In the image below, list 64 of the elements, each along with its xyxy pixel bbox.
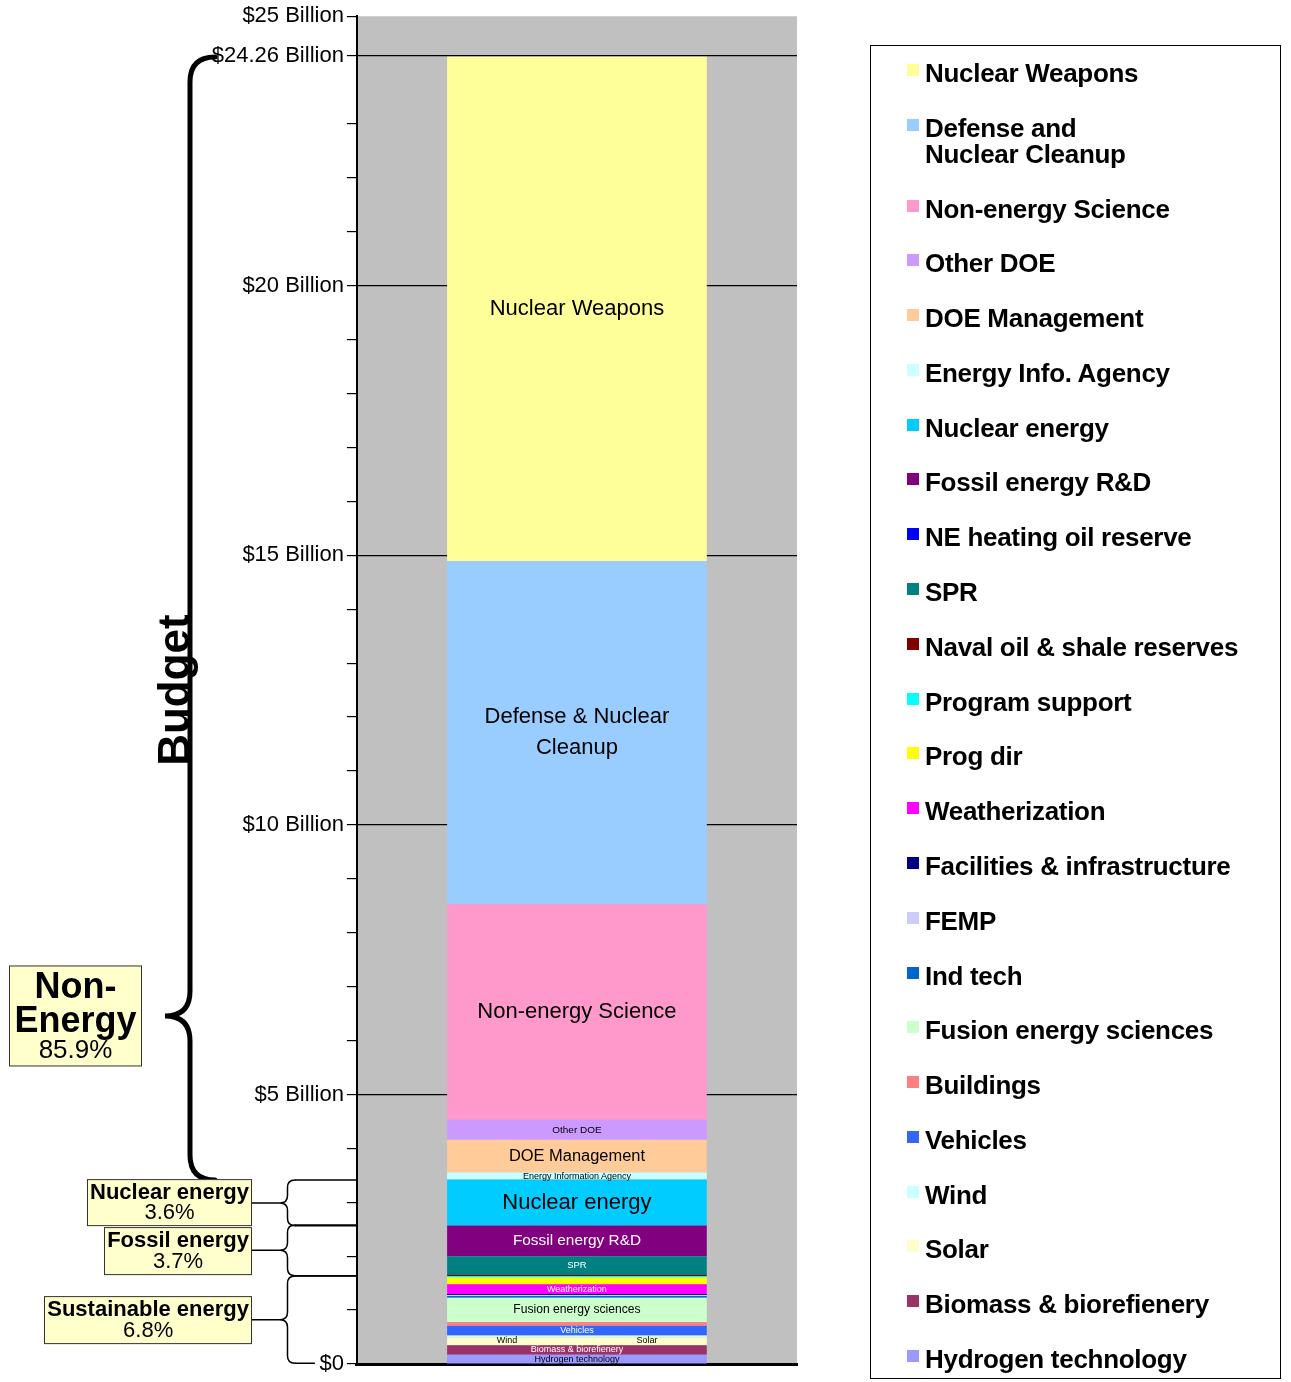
bar (447, 1225, 707, 1257)
bar (447, 1119, 707, 1140)
legend-label: Energy Info. Agency (925, 357, 1170, 388)
bar (447, 1321, 707, 1326)
legend-label: Fusion energy sciences (925, 1015, 1214, 1046)
legend-label: Solar (925, 1234, 989, 1265)
legend-label: FEMP (925, 905, 997, 936)
text: Nuclear energy 3.6% (90, 1178, 249, 1225)
annotation: Solar (636, 1334, 658, 1345)
text: Fossil energy 3.7% (107, 1226, 249, 1273)
legend-label: Facilities & infrastructure (925, 850, 1231, 881)
annotation: Non-energy Science (477, 998, 677, 1024)
legend-label: Prog dir (925, 741, 1023, 772)
annotation: SPR (567, 1259, 587, 1271)
annotation: Nuclear Weapons (489, 295, 665, 320)
annotation: Fossil energy R&D (512, 1231, 641, 1249)
legend-label: Naval oil & shale reserves (925, 631, 1239, 662)
y-tick-label: $10 Billion (242, 810, 344, 836)
legend-label: SPR (925, 577, 978, 608)
legend-label: Program support (925, 686, 1132, 717)
legend-label: Weatherization (925, 796, 1106, 827)
legend-label: NE heating oil reserve (925, 522, 1192, 553)
bar (447, 561, 707, 905)
annotation: Nuclear energy (502, 1188, 652, 1214)
legend-label: Nuclear energy (925, 412, 1109, 443)
bar (447, 1179, 707, 1226)
legend-label: Biomass & biorefienery (925, 1289, 1209, 1320)
bar (447, 1284, 707, 1294)
annotation: Wind (496, 1334, 518, 1345)
annotation: Fusion energy sciences (513, 1302, 641, 1317)
annotation: Hydrogen technology (534, 1353, 620, 1364)
y-tick-label: $0 (319, 1350, 344, 1376)
legend-label: Hydrogen technology (925, 1343, 1187, 1374)
annotation: Energy Information Agency (522, 1170, 632, 1181)
bar (447, 1256, 707, 1276)
bar (447, 1277, 707, 1285)
legend-label: Defense and Nuclear Cleanup (925, 112, 1126, 169)
legend-label: Wind (925, 1179, 988, 1210)
y-tick-label: $24.26 Billion (211, 42, 344, 68)
text: Sustainable energy 6.8% (47, 1295, 249, 1342)
y-tick-label: $25 Billion (242, 2, 344, 28)
legend-label: DOE Management (925, 303, 1144, 334)
bar (447, 1335, 707, 1338)
legend-label: Other DOE (925, 248, 1056, 279)
annotation: Defense & Nuclear Cleanup (484, 703, 670, 760)
text: Non-Energy 85.9% (10, 965, 141, 1065)
legend-label: Buildings (925, 1070, 1041, 1101)
annotation: Weatherization (547, 1283, 607, 1294)
annotation: DOE Management (508, 1145, 646, 1164)
legend-label: Non-energy Science (925, 193, 1170, 224)
y-tick-label: $15 Billion (242, 541, 344, 567)
bar (447, 1139, 707, 1173)
legend-label: Vehicles (925, 1124, 1027, 1155)
annotation: Biomass & biorefienery (530, 1344, 624, 1355)
annotation: Other DOE (552, 1123, 602, 1135)
y-axis-title: Budget (148, 613, 198, 766)
y-tick-label: $5 Billion (254, 1080, 344, 1106)
legend-label: Nuclear Weapons (925, 58, 1139, 88)
legend-label: Ind tech (925, 960, 1023, 991)
y-tick-label: $20 Billion (242, 271, 344, 297)
annotation: Vehicles (560, 1325, 595, 1336)
bar (447, 904, 707, 1120)
legend-label: Fossil energy R&D (925, 467, 1152, 498)
bar (447, 56, 707, 562)
